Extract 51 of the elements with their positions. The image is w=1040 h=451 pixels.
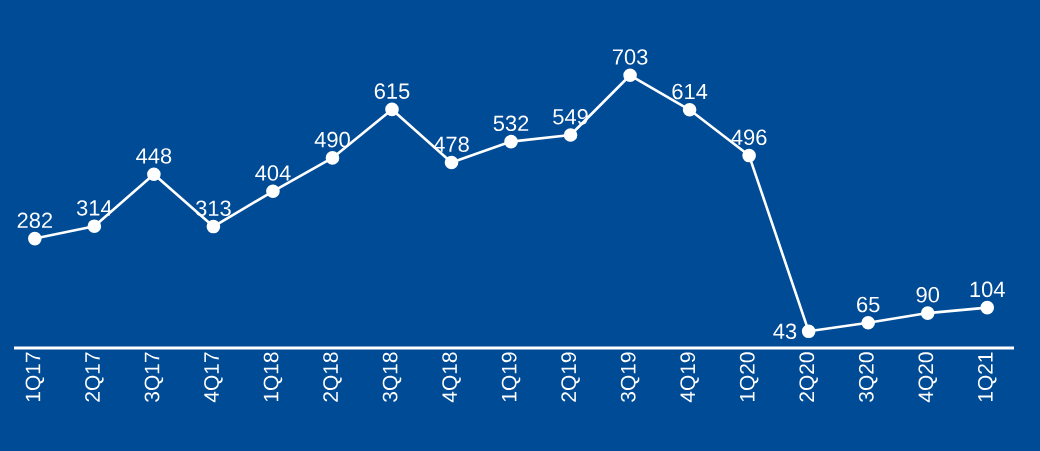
data-label: 313 — [195, 200, 231, 217]
data-label: 549 — [553, 108, 588, 125]
data-label: 615 — [374, 83, 410, 99]
point — [861, 315, 875, 330]
x-tick-label: 2Q20 — [799, 352, 818, 402]
point — [742, 148, 756, 163]
point — [682, 103, 697, 117]
point — [504, 134, 518, 149]
data-label: 490 — [314, 131, 350, 148]
x-tick-label: 4Q19 — [680, 352, 699, 403]
data-label: 496 — [731, 129, 767, 146]
point — [801, 324, 816, 339]
point — [28, 231, 42, 246]
data-label: 65 — [857, 296, 880, 313]
point — [147, 167, 161, 181]
x-tick-label: 4Q17 — [204, 352, 223, 403]
point — [206, 219, 221, 234]
point — [623, 68, 637, 83]
x-tick-label: 3Q18 — [382, 352, 402, 402]
data-label: 404 — [255, 165, 291, 181]
x-tick-label: 2Q18 — [323, 352, 342, 402]
point — [563, 128, 578, 142]
x-tick-label: 1Q19 — [501, 352, 521, 402]
point — [980, 300, 995, 315]
data-label: 104 — [970, 281, 1005, 298]
x-tick-label: 4Q20 — [918, 352, 937, 403]
point — [385, 102, 399, 117]
point — [266, 184, 280, 199]
data-label: 90 — [916, 287, 940, 303]
data-label: 314 — [76, 200, 112, 216]
point — [444, 155, 459, 170]
x-tick-label: 1Q18 — [263, 352, 283, 402]
data-label: 282 — [17, 212, 53, 229]
x-tick-label: 2Q17 — [85, 352, 104, 402]
data-label: 43 — [773, 323, 797, 340]
x-tick-label: 2Q19 — [561, 352, 580, 402]
data-label: 703 — [612, 49, 648, 65]
data-label: 532 — [493, 115, 529, 132]
x-tick-label: 3Q17 — [144, 352, 164, 402]
point — [87, 219, 102, 233]
data-label: 448 — [136, 148, 172, 164]
data-label: 614 — [672, 83, 708, 100]
point — [920, 306, 935, 320]
point — [325, 151, 340, 165]
x-tick-label: 1Q21 — [977, 352, 997, 402]
x-tick-label: 4Q18 — [442, 352, 461, 403]
x-tick-label: 3Q20 — [858, 352, 878, 402]
x-tick-label: 1Q20 — [739, 352, 759, 402]
x-tick-label: 3Q19 — [620, 352, 640, 402]
x-tick-label: 1Q17 — [25, 352, 45, 402]
data-label: 478 — [433, 136, 469, 153]
